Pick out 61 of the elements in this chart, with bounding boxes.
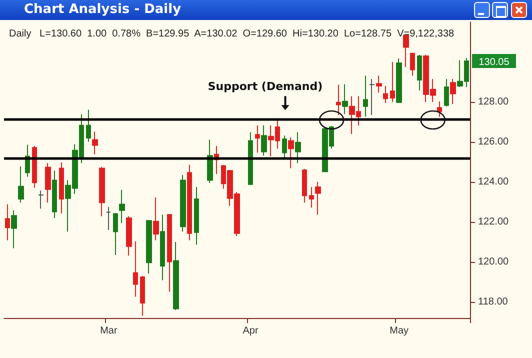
candlestick xyxy=(99,166,105,217)
candlestick xyxy=(11,210,17,249)
candlestick xyxy=(38,190,44,210)
text: Daily L=130.60 1.00 0.78% B=129.95 A=130.02 O=129.60 Hi=130.20 Lo=128.75 V=9,122,338 xyxy=(9,28,455,40)
candlestick xyxy=(207,139,213,184)
candlestick xyxy=(295,132,301,164)
candlestick xyxy=(52,170,57,218)
y-tick-label: 128.00 xyxy=(478,96,510,108)
candlestick xyxy=(45,162,51,204)
candlestick xyxy=(309,186,314,208)
candlestick xyxy=(302,168,307,204)
candlestick xyxy=(417,54,422,91)
chart-title: Chart Analysis - Daily xyxy=(24,2,182,17)
annotation: Support (Demand) xyxy=(208,80,323,94)
candlestick xyxy=(390,62,395,102)
candlestick xyxy=(153,196,159,241)
candlestick xyxy=(363,75,368,118)
x-tick-label: Apr xyxy=(242,326,259,336)
candlestick xyxy=(248,132,253,186)
candlestick xyxy=(261,124,267,156)
candlestick xyxy=(369,78,375,116)
candlestick xyxy=(106,206,111,230)
candlestick xyxy=(119,189,125,224)
y-tick-label: 124.00 xyxy=(478,176,510,188)
candlestick xyxy=(173,242,179,310)
y-tick-label: 126.00 xyxy=(478,136,510,148)
candlestick xyxy=(376,75,382,94)
candlestick xyxy=(282,135,287,158)
candlestick xyxy=(187,164,192,241)
candlestick xyxy=(18,166,24,204)
candlestick xyxy=(140,276,145,316)
candlestick xyxy=(410,52,415,76)
candlestick xyxy=(32,146,37,188)
candlestick xyxy=(194,186,199,246)
candlestick xyxy=(383,86,388,104)
y-tick-label: 118.00 xyxy=(478,296,508,308)
x-tick-label: May xyxy=(390,326,409,336)
candlestick xyxy=(113,212,118,256)
candlestick xyxy=(146,220,152,274)
candlestick xyxy=(288,136,294,169)
candlestick xyxy=(92,131,98,155)
y-tick-label: 120.00 xyxy=(478,256,510,268)
candlestick xyxy=(450,78,456,104)
candlestick xyxy=(126,216,132,256)
candlestick xyxy=(444,78,449,107)
candlestick xyxy=(133,240,138,298)
candlestick xyxy=(342,84,348,114)
y-tick-label: 122.00 xyxy=(478,216,510,228)
candlestick xyxy=(336,84,341,116)
candlestick xyxy=(167,214,172,292)
x-tick-label: Mar xyxy=(100,326,118,336)
candlestick xyxy=(437,100,442,118)
candlestick xyxy=(59,162,64,214)
candlestick xyxy=(5,204,10,241)
candlestick xyxy=(315,182,321,216)
candlestick xyxy=(180,174,186,232)
candlestick xyxy=(396,58,402,104)
candlestick xyxy=(255,124,260,154)
candlestick xyxy=(86,109,91,142)
annotation: 130.05 xyxy=(478,57,510,68)
candlestick xyxy=(160,214,165,281)
